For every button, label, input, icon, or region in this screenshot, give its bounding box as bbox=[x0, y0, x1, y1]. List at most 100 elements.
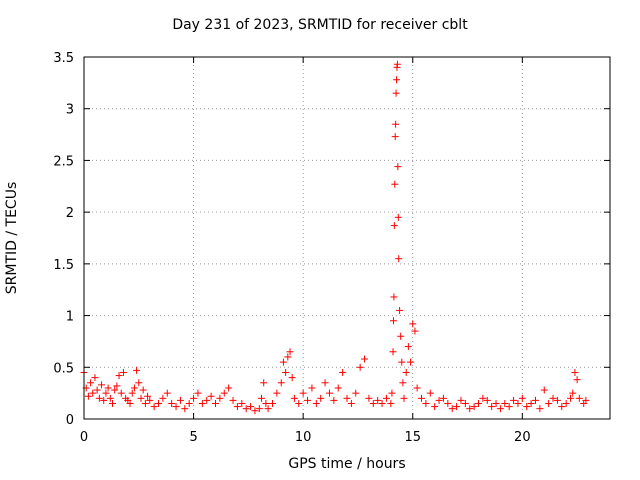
data-point bbox=[409, 320, 417, 328]
data-point bbox=[106, 394, 114, 402]
data-point bbox=[104, 384, 112, 392]
data-point bbox=[488, 403, 496, 411]
data-points bbox=[80, 60, 590, 415]
y-tick-label: 2.5 bbox=[53, 154, 74, 169]
data-point bbox=[113, 382, 121, 390]
data-point bbox=[496, 405, 504, 413]
data-point bbox=[457, 396, 465, 404]
data-point bbox=[397, 332, 405, 340]
data-point bbox=[378, 399, 386, 407]
data-point bbox=[422, 399, 430, 407]
data-point bbox=[391, 133, 399, 141]
data-point bbox=[518, 394, 526, 402]
x-tick-label: 20 bbox=[514, 430, 531, 445]
x-tick-label: 10 bbox=[295, 430, 312, 445]
data-point bbox=[330, 396, 338, 404]
data-point bbox=[260, 379, 268, 387]
data-point bbox=[407, 358, 415, 366]
data-point bbox=[185, 399, 193, 407]
data-point bbox=[321, 379, 329, 387]
data-point bbox=[483, 396, 491, 404]
y-tick-label: 3.5 bbox=[53, 51, 74, 66]
data-point bbox=[325, 389, 333, 397]
data-point bbox=[181, 405, 189, 413]
y-tick-label: 0.5 bbox=[53, 361, 74, 376]
data-point bbox=[347, 399, 355, 407]
data-point bbox=[444, 399, 452, 407]
data-point bbox=[426, 389, 434, 397]
data-point bbox=[190, 394, 198, 402]
grid-lines bbox=[84, 57, 610, 419]
data-point bbox=[389, 317, 397, 325]
data-point bbox=[549, 394, 557, 402]
data-point bbox=[505, 403, 513, 411]
data-point bbox=[431, 403, 439, 411]
data-point bbox=[411, 327, 419, 335]
data-point bbox=[141, 399, 149, 407]
data-point bbox=[89, 389, 97, 397]
data-point bbox=[198, 399, 206, 407]
data-point bbox=[163, 389, 171, 397]
data-point bbox=[168, 399, 176, 407]
data-point bbox=[569, 389, 577, 397]
data-point bbox=[290, 394, 298, 402]
data-point bbox=[392, 120, 400, 128]
data-point bbox=[418, 394, 426, 402]
data-point bbox=[510, 396, 518, 404]
data-point bbox=[277, 379, 285, 387]
data-point bbox=[133, 366, 141, 374]
data-point bbox=[448, 405, 456, 413]
data-point bbox=[398, 358, 406, 366]
data-point bbox=[172, 403, 180, 411]
data-point bbox=[531, 396, 539, 404]
data-point bbox=[388, 389, 396, 397]
data-point bbox=[220, 389, 228, 397]
data-point bbox=[126, 399, 134, 407]
data-point bbox=[475, 399, 482, 407]
data-point bbox=[567, 394, 575, 402]
y-tick-label: 2 bbox=[66, 206, 74, 221]
data-point bbox=[295, 399, 303, 407]
data-point bbox=[540, 386, 548, 394]
data-point bbox=[102, 389, 110, 397]
data-point bbox=[435, 396, 443, 404]
data-point bbox=[93, 386, 101, 394]
data-point bbox=[108, 399, 116, 407]
data-point bbox=[394, 163, 402, 171]
data-point bbox=[119, 368, 127, 376]
plot-frame bbox=[83, 56, 611, 420]
data-point bbox=[194, 389, 202, 397]
data-point bbox=[225, 384, 233, 392]
data-point bbox=[389, 348, 397, 356]
data-point bbox=[573, 376, 581, 384]
data-point bbox=[242, 405, 250, 413]
x-tick-label: 0 bbox=[80, 430, 88, 445]
data-point bbox=[100, 396, 108, 404]
data-point bbox=[396, 306, 404, 314]
data-point bbox=[299, 389, 307, 397]
data-point bbox=[233, 403, 241, 411]
data-point bbox=[139, 386, 147, 394]
data-point bbox=[207, 392, 215, 400]
data-point bbox=[98, 381, 106, 389]
data-point bbox=[91, 374, 99, 382]
data-point bbox=[288, 374, 296, 382]
data-point bbox=[135, 379, 143, 387]
data-point bbox=[575, 394, 583, 402]
data-point bbox=[571, 368, 579, 376]
data-point bbox=[137, 394, 145, 402]
data-point bbox=[115, 372, 123, 380]
data-point bbox=[399, 379, 407, 387]
data-point bbox=[400, 394, 408, 402]
data-point bbox=[390, 293, 398, 301]
data-point bbox=[273, 389, 281, 397]
data-point bbox=[453, 403, 461, 411]
data-point bbox=[258, 394, 266, 402]
data-point bbox=[203, 396, 211, 404]
data-point bbox=[284, 353, 292, 361]
x-tick-label: 15 bbox=[404, 430, 421, 445]
data-point bbox=[391, 180, 399, 188]
data-point bbox=[216, 394, 224, 402]
data-point bbox=[229, 396, 237, 404]
data-point bbox=[393, 60, 401, 68]
